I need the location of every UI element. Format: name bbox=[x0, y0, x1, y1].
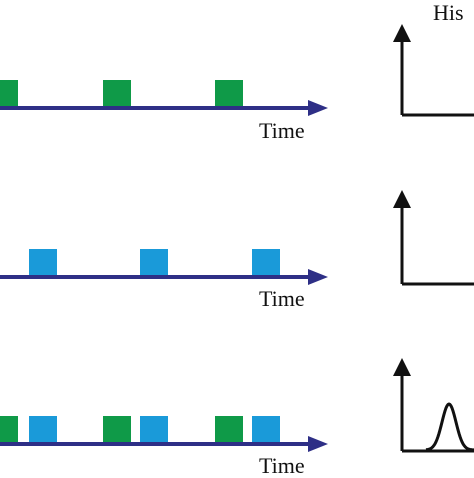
blue-pulse bbox=[140, 416, 168, 444]
blue-pulse bbox=[29, 416, 57, 444]
blue-pulse bbox=[29, 249, 57, 277]
green-pulse bbox=[215, 416, 243, 444]
timeline-row-1 bbox=[0, 80, 328, 116]
green-pulse bbox=[103, 80, 131, 108]
blue-pulse bbox=[252, 416, 280, 444]
histogram-peak-curve bbox=[425, 402, 474, 452]
green-pulse bbox=[0, 80, 18, 108]
histogram-y-arrowhead bbox=[393, 358, 411, 376]
title-fragment: His bbox=[433, 0, 464, 25]
time-label-row-1: Time bbox=[259, 118, 305, 143]
time-axis-arrowhead bbox=[308, 100, 328, 116]
blue-pulse bbox=[140, 249, 168, 277]
histogram-y-arrowhead bbox=[393, 24, 411, 42]
green-pulse bbox=[215, 80, 243, 108]
time-label-row-2: Time bbox=[259, 286, 305, 311]
time-axis-arrowhead bbox=[308, 436, 328, 452]
time-axis-arrowhead bbox=[308, 269, 328, 285]
blue-pulse bbox=[252, 249, 280, 277]
histogram-panel-2 bbox=[393, 190, 474, 286]
timeline-rows bbox=[0, 80, 328, 452]
histogram-panel-3 bbox=[393, 358, 474, 453]
histogram-y-arrowhead bbox=[393, 190, 411, 208]
green-pulse bbox=[0, 416, 18, 444]
histogram-panels bbox=[393, 24, 474, 453]
histogram-panel-1 bbox=[393, 24, 474, 117]
time-label-row-3: Time bbox=[259, 453, 305, 478]
green-pulse bbox=[103, 416, 131, 444]
timeline-row-2 bbox=[0, 249, 328, 285]
timeline-row-3 bbox=[0, 416, 328, 452]
